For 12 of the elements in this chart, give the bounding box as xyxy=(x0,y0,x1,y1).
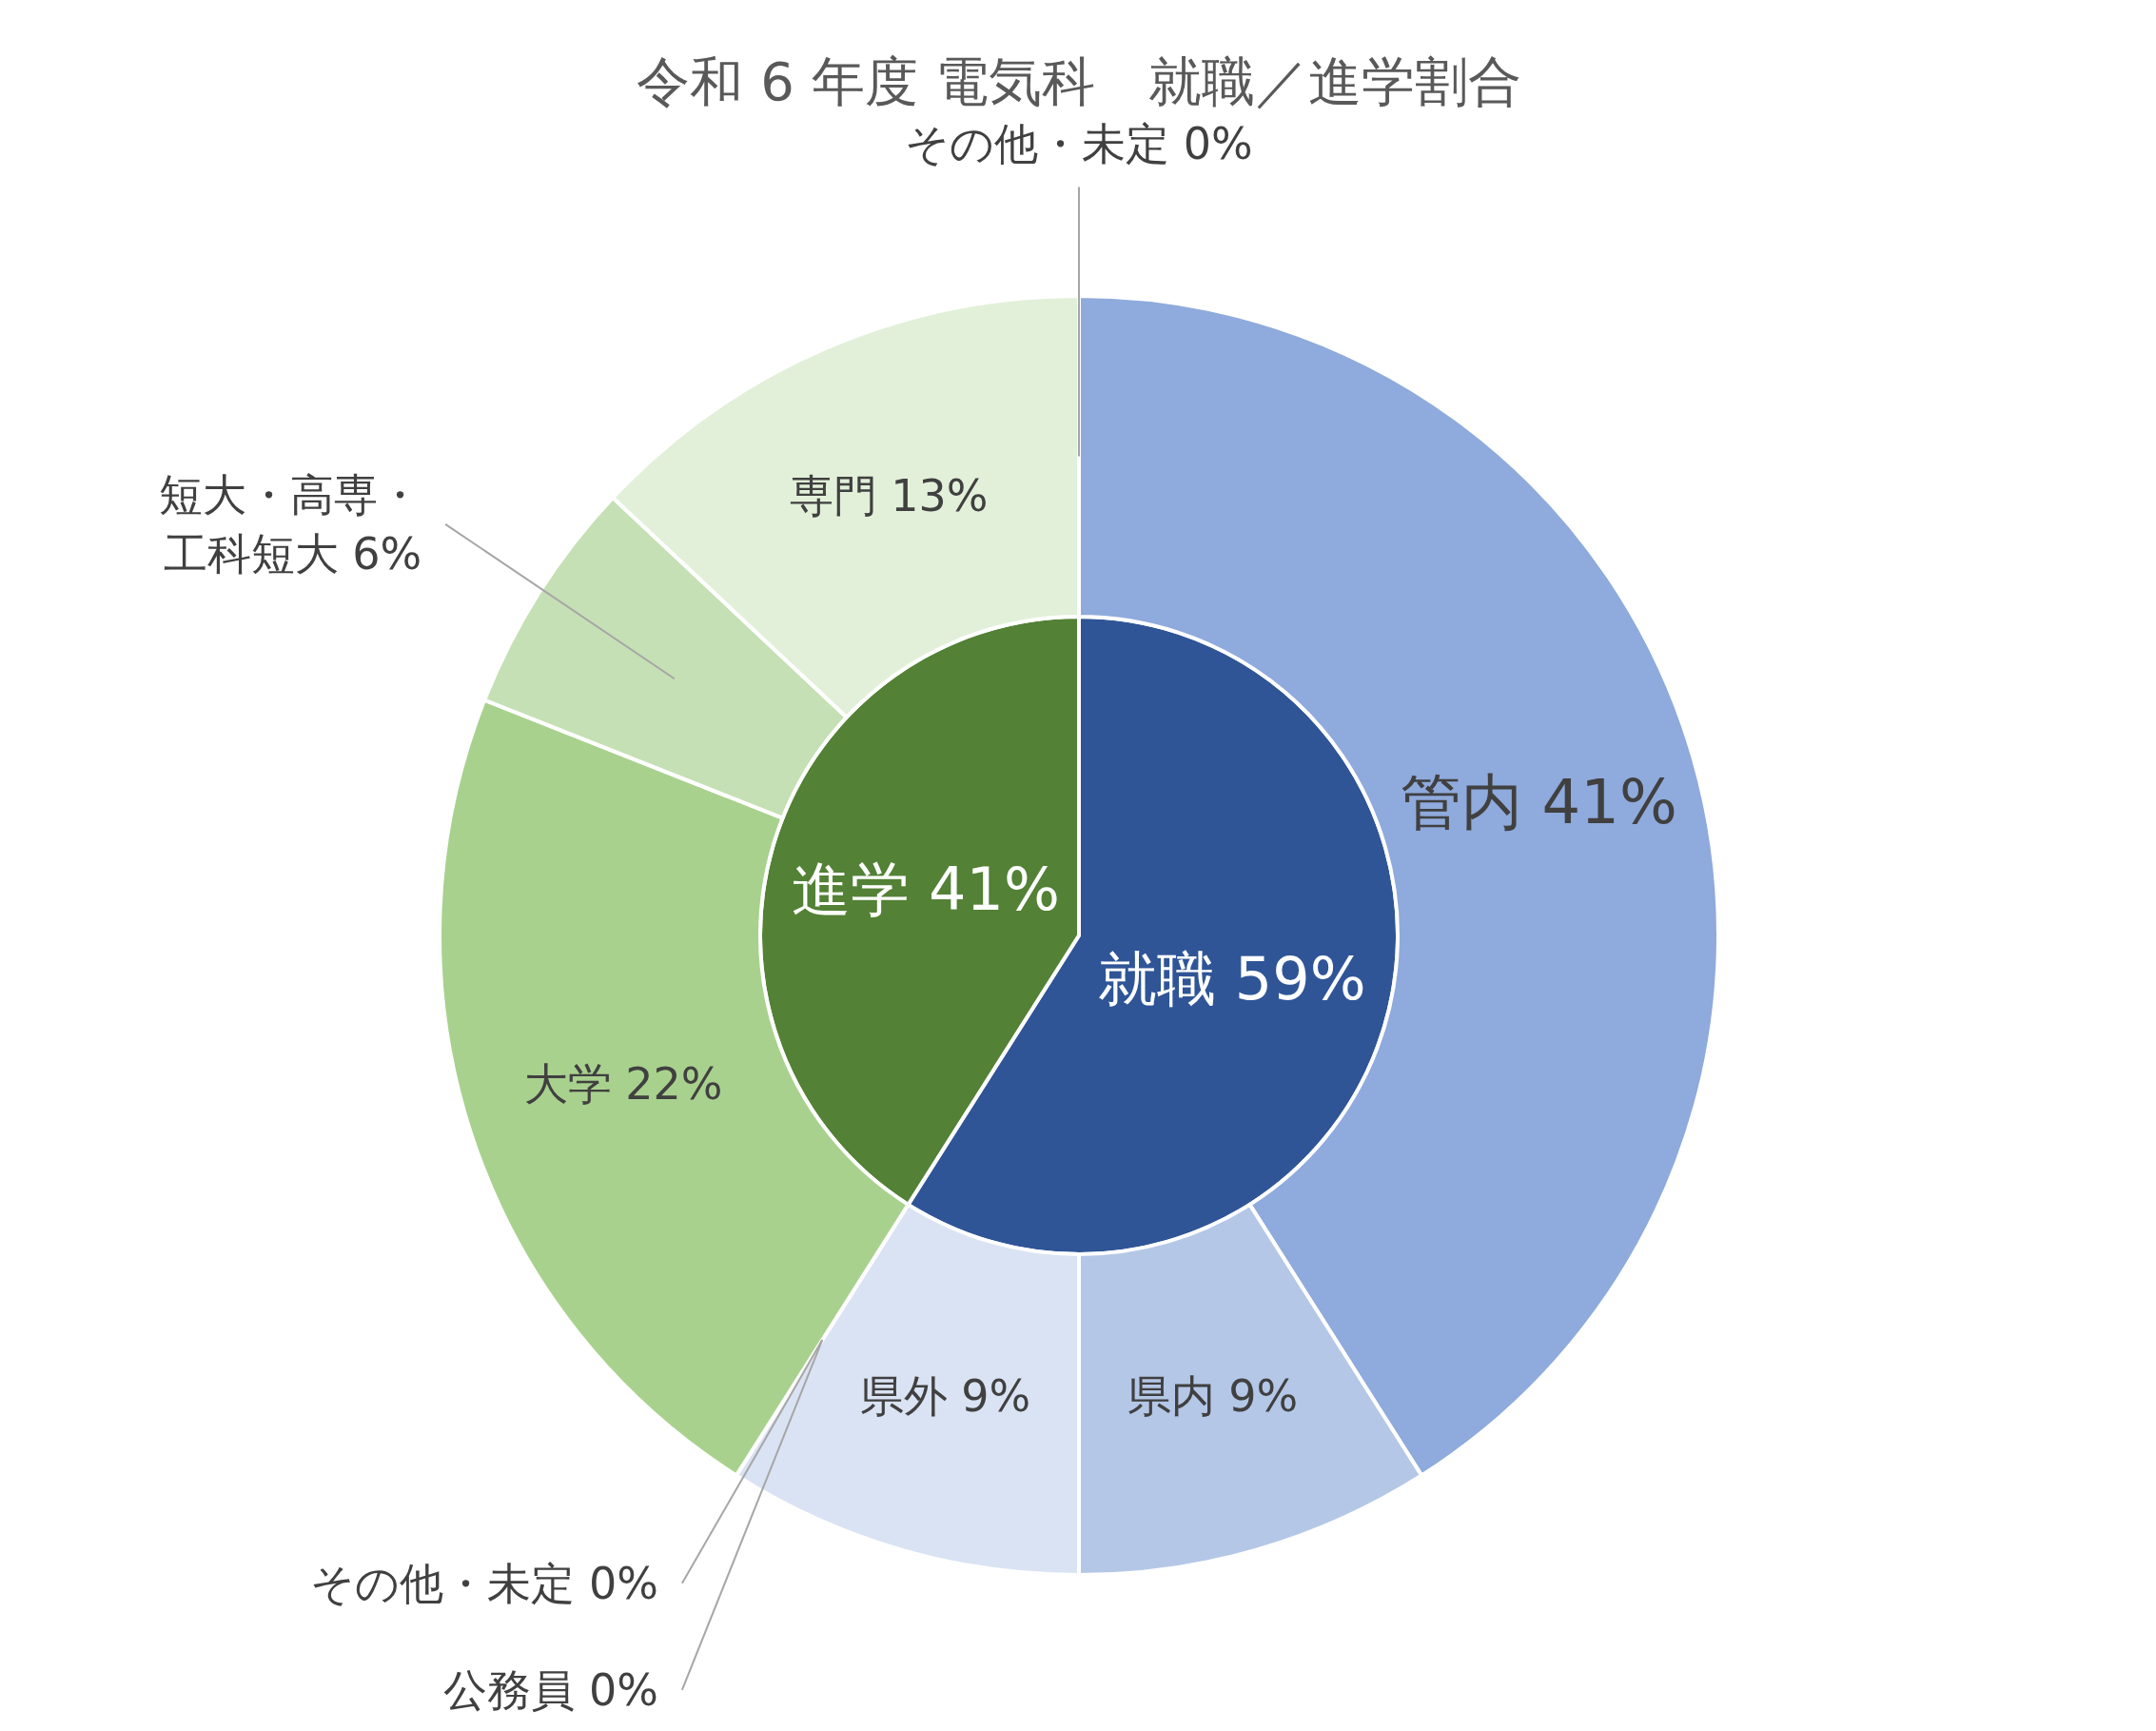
slice-label: 専門 13% xyxy=(789,469,989,521)
slice-label: 大学 22% xyxy=(523,1057,723,1110)
slice-label: 就職 59% xyxy=(1098,943,1366,1013)
slice-label: 管内 41% xyxy=(1401,766,1677,837)
chart-title: 令和 6 年度 電気科 就職／進学割合 xyxy=(637,50,1521,112)
category-label: その他・未定 0% xyxy=(905,117,1253,169)
slice-label: 進学 41% xyxy=(792,855,1060,925)
slice-label: 県外 9% xyxy=(859,1369,1031,1422)
slice-label: 短大・高専・工科短大 6% xyxy=(159,468,422,580)
category-label: 公務員 0% xyxy=(443,1663,658,1716)
slice-label: 県内 9% xyxy=(1127,1369,1299,1422)
category-label: その他・未定 0% xyxy=(310,1557,658,1609)
